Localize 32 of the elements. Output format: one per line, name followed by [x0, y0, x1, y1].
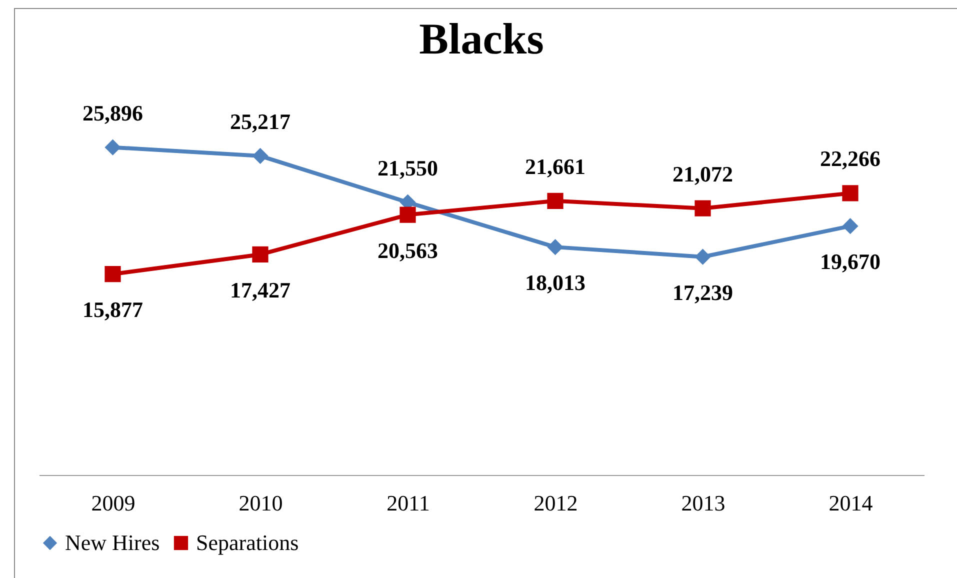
x-tick-label: 2009 — [91, 490, 136, 516]
data-label: 25,217 — [230, 108, 290, 134]
x-tick-label: 2012 — [534, 490, 578, 516]
data-label: 18,013 — [525, 270, 586, 296]
x-tick-label: 2014 — [828, 490, 873, 516]
x-tick-label: 2013 — [681, 490, 726, 516]
data-label: 15,877 — [82, 297, 143, 322]
point — [694, 248, 711, 265]
data-label: 17,427 — [230, 277, 290, 302]
data-label: 19,670 — [820, 249, 880, 274]
point — [547, 192, 564, 209]
point — [547, 239, 564, 256]
legend-label: New Hires — [65, 530, 160, 555]
point — [400, 206, 416, 223]
point — [252, 246, 268, 263]
point — [694, 200, 711, 216]
legend-label: Separations — [196, 530, 299, 555]
chart-title: Blacks — [419, 14, 544, 64]
data-label: 25,896 — [82, 100, 143, 126]
point — [842, 185, 858, 202]
data-label: 17,239 — [672, 280, 733, 305]
x-tick-label: 2011 — [386, 490, 430, 516]
point — [104, 139, 121, 156]
data-label: 21,072 — [672, 161, 733, 186]
data-label: 22,266 — [820, 146, 880, 172]
data-label: 21,550 — [378, 155, 438, 180]
data-label: 21,661 — [525, 154, 586, 179]
point — [842, 218, 858, 234]
point — [252, 148, 268, 164]
x-tick-label: 2010 — [238, 490, 283, 516]
data-label: 20,563 — [378, 238, 438, 263]
point — [104, 266, 121, 282]
